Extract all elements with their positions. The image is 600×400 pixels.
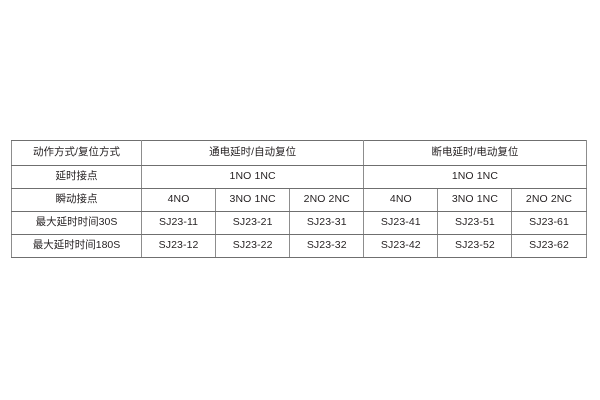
group-header-power-on-delay: 通电延时/自动复位 — [140, 140, 365, 166]
instant-contact-cell-2: 3NO 1NC — [215, 188, 291, 212]
relay-spec-table: 动作方式/复位方式 通电延时/自动复位 断电延时/电动复位 延时接点 1NO 1… — [11, 140, 587, 258]
model-cell-180s-1: SJ23-12 — [140, 234, 217, 258]
model-cell-30s-6: SJ23-61 — [511, 211, 587, 235]
instant-contact-cell-1: 4NO — [140, 188, 217, 212]
delay-contact-value-group-1: 1NO 1NC — [140, 165, 365, 189]
model-cell-30s-1: SJ23-11 — [140, 211, 217, 235]
model-cell-30s-3: SJ23-31 — [289, 211, 365, 235]
instant-contact-cell-4: 4NO — [363, 188, 439, 212]
spec-table-container: 动作方式/复位方式 通电延时/自动复位 断电延时/电动复位 延时接点 1NO 1… — [11, 140, 587, 258]
row-header-instant-contact: 瞬动接点 — [11, 188, 142, 212]
model-cell-30s-4: SJ23-41 — [363, 211, 439, 235]
model-cell-180s-5: SJ23-52 — [437, 234, 513, 258]
instant-contact-cell-6: 2NO 2NC — [511, 188, 587, 212]
table-row-mode: 动作方式/复位方式 通电延时/自动复位 断电延时/电动复位 — [11, 140, 587, 166]
table-row-instant-contact: 瞬动接点 4NO 3NO 1NC 2NO 2NC 4NO 3NO 1NC 2NO… — [11, 188, 587, 212]
row-header-max-delay-30s: 最大延时时间30S — [11, 211, 142, 235]
model-cell-180s-4: SJ23-42 — [363, 234, 439, 258]
group-header-power-off-delay: 断电延时/电动复位 — [363, 140, 587, 166]
table-row: 最大延时时间180S SJ23-12 SJ23-22 SJ23-32 SJ23-… — [11, 234, 587, 258]
table-row-delay-contact: 延时接点 1NO 1NC 1NO 1NC — [11, 165, 587, 189]
row-header-max-delay-180s: 最大延时时间180S — [11, 234, 142, 258]
model-cell-30s-5: SJ23-51 — [437, 211, 513, 235]
delay-contact-value-group-2: 1NO 1NC — [363, 165, 587, 189]
instant-contact-cell-3: 2NO 2NC — [289, 188, 365, 212]
model-cell-180s-3: SJ23-32 — [289, 234, 365, 258]
model-cell-30s-2: SJ23-21 — [215, 211, 291, 235]
row-header-delay-contact: 延时接点 — [11, 165, 142, 189]
instant-contact-cell-5: 3NO 1NC — [437, 188, 513, 212]
row-header-mode: 动作方式/复位方式 — [11, 140, 142, 166]
model-cell-180s-6: SJ23-62 — [511, 234, 587, 258]
model-cell-180s-2: SJ23-22 — [215, 234, 291, 258]
table-row: 最大延时时间30S SJ23-11 SJ23-21 SJ23-31 SJ23-4… — [11, 211, 587, 235]
